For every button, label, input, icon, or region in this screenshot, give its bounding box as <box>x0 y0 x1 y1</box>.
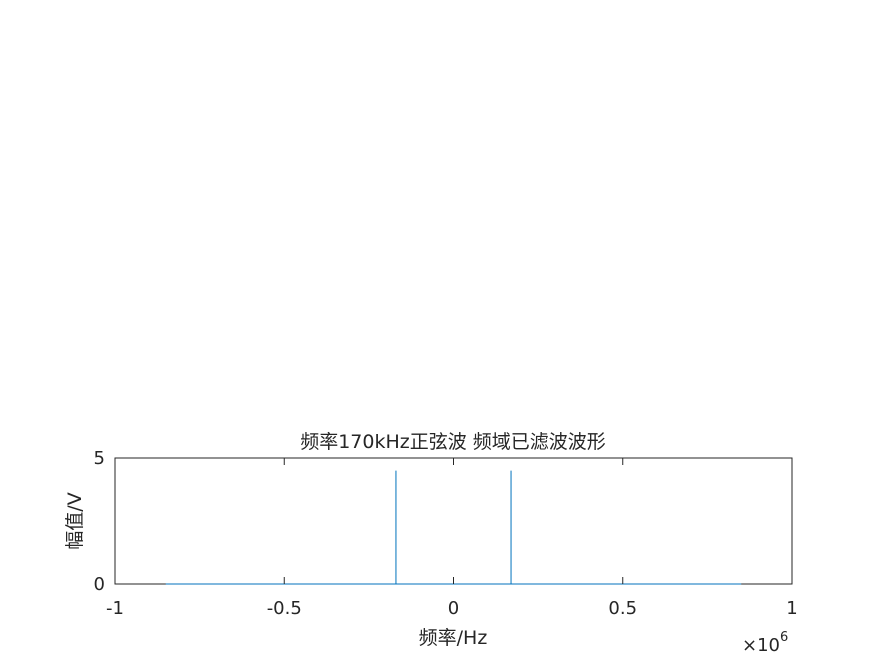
axes-box <box>114 457 793 585</box>
y-axis-label: 幅值/V <box>64 492 86 549</box>
x-tick-label: 0 <box>448 598 459 619</box>
x-tick-label: -1 <box>106 598 124 619</box>
x-axis-exponent: ×10 6 <box>742 630 788 656</box>
x-tick-label: 0.5 <box>608 598 637 619</box>
chart-title: 频率170kHz正弦波 频域已滤波波形 <box>300 431 606 453</box>
y-tick-label: 5 <box>94 448 105 469</box>
x-axis-label: 频率/Hz <box>419 627 488 649</box>
x-tick-label: -0.5 <box>267 598 302 619</box>
y-tick-label: 0 <box>94 574 105 595</box>
tick-layer: -1 -0.5 0 0.5 1 0 5 <box>94 448 798 619</box>
x-tick-label: 1 <box>786 598 797 619</box>
x-axis-exponent-base: ×10 <box>742 635 780 656</box>
x-axis-exponent-power: 6 <box>780 630 788 645</box>
plot-area: -1 -0.5 0 0.5 1 0 5 <box>94 448 798 619</box>
